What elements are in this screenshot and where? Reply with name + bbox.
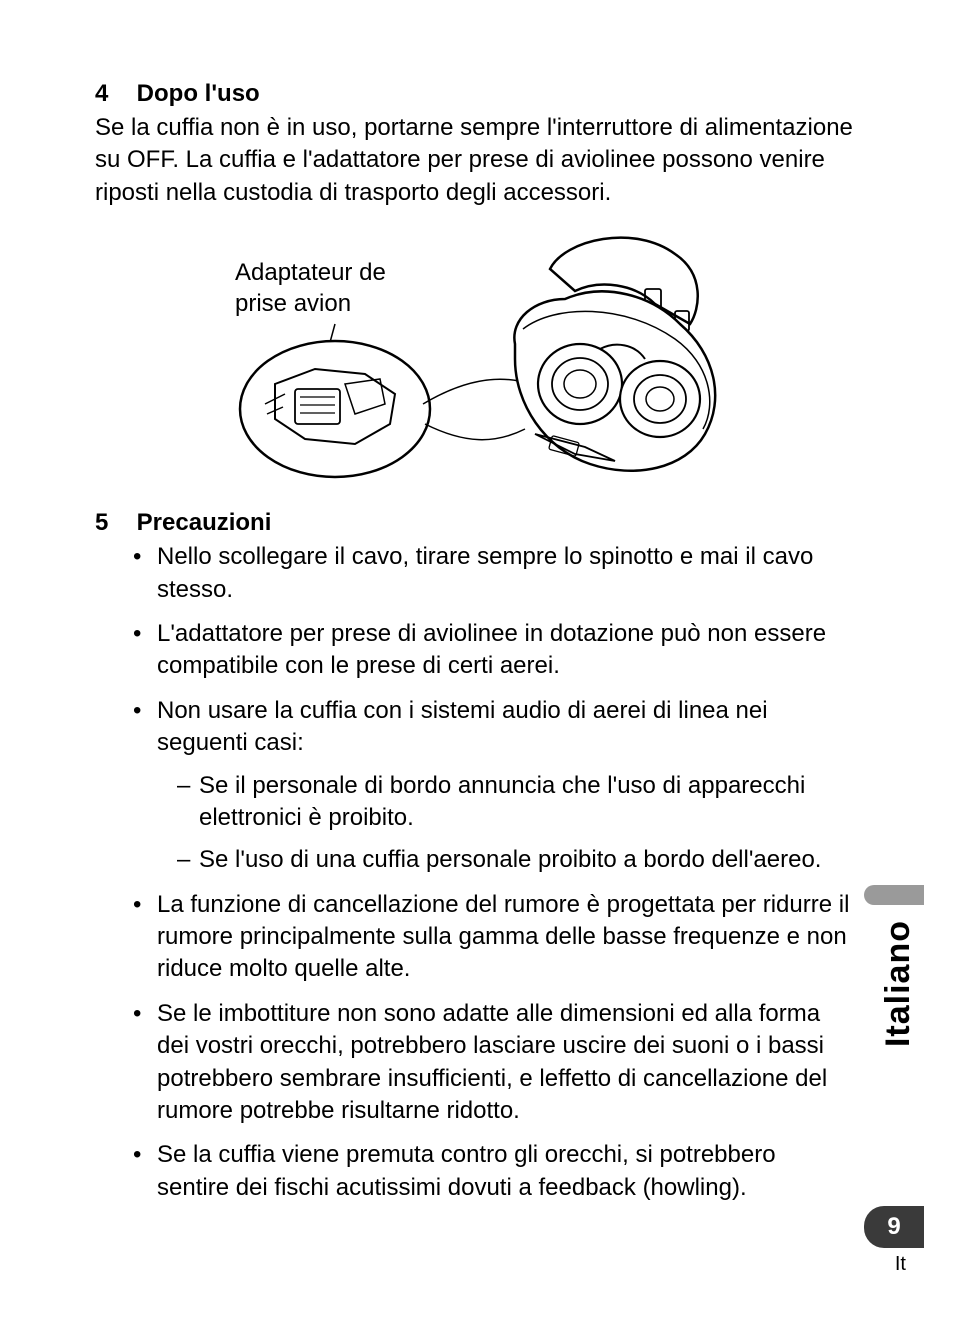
section-4-heading: 4 Dopo l'uso [95,80,854,108]
section-5-number: 5 [95,509,130,537]
bullet-item: L'adattatore per prese di aviolinee in d… [133,618,854,683]
bullet-item: La funzione di cancellazione del rumore … [133,889,854,986]
section-4-title: Dopo l'uso [137,80,260,107]
side-tab-marker [864,885,924,905]
sub-bullet-item: Se il personale di bordo annuncia che l'… [177,770,854,835]
page-number: 9 [887,1213,900,1241]
figure-container: Adaptateur de prise avion [95,229,854,499]
language-code: It [895,1253,906,1276]
headphone-case-illustration [205,229,765,499]
bullet-item: Se le imbottiture non sono adatte alle d… [133,998,854,1128]
bullet-item: Se la cuffia viene premuta contro gli or… [133,1139,854,1204]
sub-bullet-item: Se l'uso di una cuffia personale proibit… [177,844,854,876]
page-number-badge: 9 [864,1206,924,1248]
section-4-number: 4 [95,80,130,108]
section-5-title: Precauzioni [137,509,272,536]
language-tab: Italiano [879,920,918,1047]
bullet-item: Nello scollegare il cavo, tirare sempre … [133,541,854,606]
bullet-text: Non usare la cuffia con i sistemi audio … [157,697,768,756]
section-5-heading: 5 Precauzioni [95,509,854,537]
bullet-item-with-sublist: Non usare la cuffia con i sistemi audio … [133,695,854,877]
precautions-list: Nello scollegare il cavo, tirare sempre … [95,541,854,1204]
section-4-body: Se la cuffia non è in uso, portarne semp… [95,112,854,209]
sub-list: Se il personale di bordo annuncia che l'… [157,770,854,877]
